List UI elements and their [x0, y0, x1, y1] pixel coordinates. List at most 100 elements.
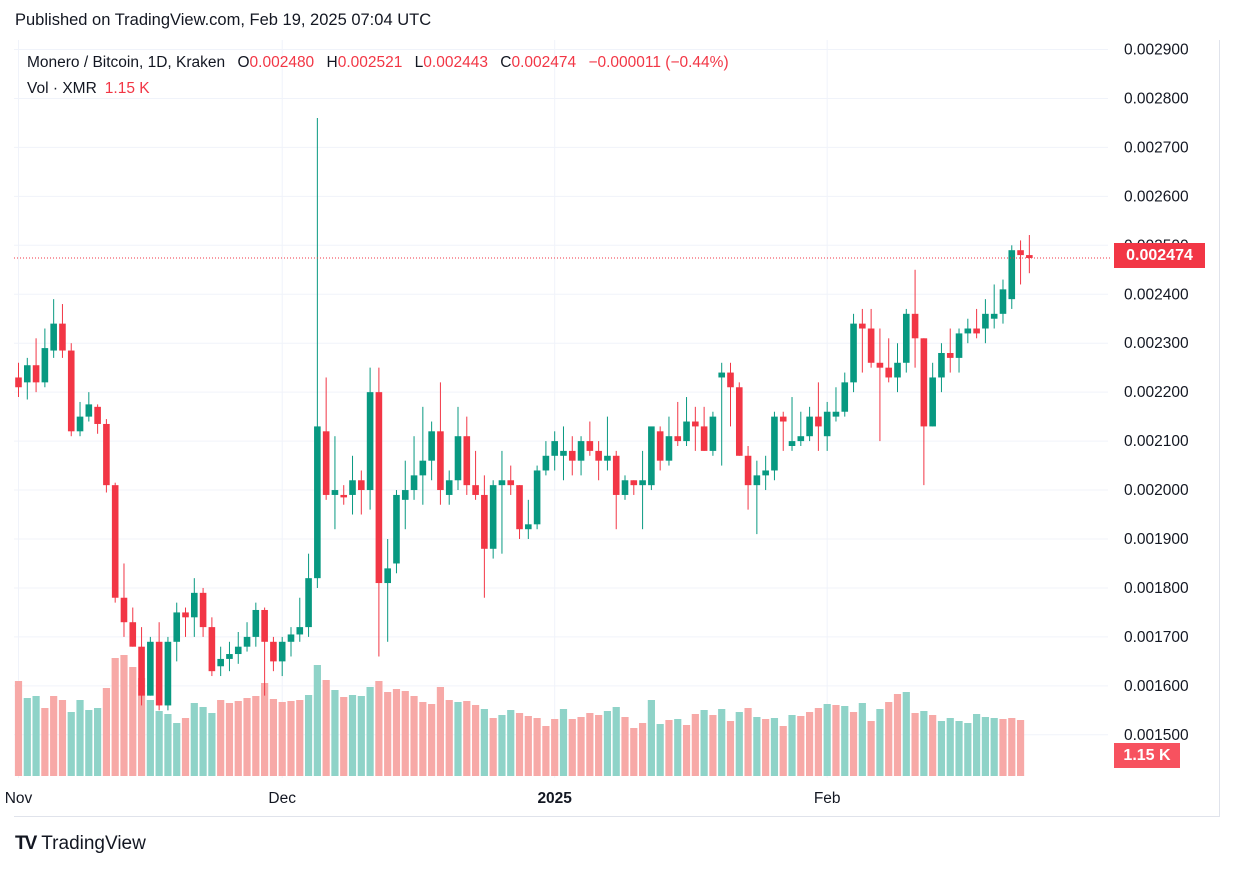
volume-bar	[14, 681, 23, 776]
candle-body	[604, 455, 611, 461]
volume-bar	[647, 700, 655, 776]
volume-bar	[542, 726, 550, 776]
candle-body	[911, 313, 919, 339]
y-tick-label: 0.001700	[1124, 629, 1189, 646]
volume-bar	[331, 690, 339, 776]
volume-bar	[999, 719, 1007, 776]
volume-bar	[981, 717, 989, 776]
volume-bar	[304, 695, 313, 776]
chart-frame[interactable]	[14, 40, 1220, 817]
candle-body	[692, 421, 699, 427]
candle-body	[85, 404, 93, 417]
candle-body	[349, 480, 356, 495]
y-tick-label: 0.002200	[1124, 384, 1189, 401]
tradingview-brand[interactable]: TV TradingView	[15, 833, 146, 855]
volume-bar	[515, 713, 524, 776]
volume-bar	[296, 700, 304, 776]
volume-bar	[94, 708, 102, 776]
published-header: Published on TradingView.com, Feb 19, 20…	[15, 11, 432, 29]
volume-bar	[533, 718, 541, 776]
candle-body	[120, 597, 128, 623]
candle-body	[489, 485, 497, 549]
close-label: C	[500, 54, 512, 71]
candle-body	[305, 578, 312, 628]
volume-bar	[876, 709, 884, 776]
candle-body	[129, 622, 137, 647]
candle-body	[23, 365, 31, 383]
volume-bar	[700, 710, 708, 776]
open-label: O	[237, 54, 250, 71]
volume-bar	[507, 710, 515, 776]
candle-body	[700, 426, 708, 451]
volume-bar	[146, 700, 154, 776]
y-tick-label: 0.002800	[1124, 90, 1189, 107]
volume-bar	[287, 701, 295, 776]
volume-bar	[164, 714, 172, 776]
volume-value: 1.15 K	[104, 80, 150, 97]
volume-bar	[849, 712, 858, 776]
volume-bar	[779, 726, 787, 776]
high-label: H	[326, 54, 338, 71]
volume-bar	[50, 696, 58, 776]
volume-bar	[735, 712, 743, 776]
y-tick-label: 0.001500	[1124, 727, 1189, 744]
candle-body	[832, 411, 840, 417]
y-tick-label: 0.002000	[1124, 482, 1189, 499]
candle-body	[999, 289, 1007, 314]
volume-label[interactable]: Vol · XMR	[27, 80, 97, 97]
volume-bar	[638, 723, 647, 776]
volume-bar	[261, 683, 269, 776]
volume-bar	[190, 703, 198, 776]
symbol-label[interactable]: Monero / Bitcoin, 1D, Kraken	[27, 54, 226, 71]
volume-bar	[788, 715, 796, 776]
candle-body	[920, 338, 928, 427]
x-tick-label: Feb	[814, 790, 841, 807]
candle-body	[577, 441, 585, 461]
y-tick-label: 0.002900	[1124, 42, 1189, 59]
low-label: L	[414, 54, 424, 71]
x-tick-label: Nov	[5, 790, 33, 807]
candle-body	[472, 485, 479, 495]
volume-bar	[392, 689, 401, 776]
volume-bar	[885, 702, 893, 776]
x-tick-label: Dec	[268, 790, 296, 807]
candle-body	[419, 460, 427, 476]
candle-body	[683, 421, 690, 442]
candle-body	[586, 441, 594, 451]
candle-body	[138, 646, 145, 696]
candle-body	[94, 406, 101, 424]
candle-body	[182, 612, 189, 618]
candle-body	[735, 387, 743, 456]
candle-body	[428, 431, 435, 461]
volume-bar	[946, 718, 954, 776]
volume-bar	[595, 715, 603, 776]
candle-body	[296, 627, 304, 635]
volume-bar	[559, 709, 568, 776]
x-tick-label: 2025	[537, 790, 572, 807]
y-tick-label: 0.002600	[1124, 188, 1189, 205]
volume-bar	[129, 667, 137, 776]
volume-bar	[32, 696, 40, 776]
volume-bar	[384, 692, 392, 776]
volume-bar	[357, 696, 365, 776]
volume-bar	[770, 718, 779, 776]
candle-body	[648, 426, 655, 486]
candle-body	[859, 323, 866, 329]
candle-body	[621, 480, 629, 495]
volume-bar	[489, 718, 497, 776]
change-value: −0.000011 (−0.44%)	[588, 54, 729, 71]
volume-bar	[911, 713, 919, 776]
candle-body	[744, 455, 752, 486]
candle-body	[885, 367, 893, 378]
tradingview-logo-icon: TV	[15, 833, 37, 854]
volume-bar	[656, 724, 664, 776]
candle-body	[753, 475, 761, 486]
volume-bar	[322, 680, 330, 776]
y-tick-label: 0.001600	[1124, 678, 1189, 695]
volume-bar	[682, 725, 691, 776]
volume-legend: Vol · XMR 1.15 K	[27, 80, 150, 98]
candle-body	[612, 455, 620, 495]
candle-body	[322, 431, 330, 495]
candle-body	[445, 480, 453, 495]
